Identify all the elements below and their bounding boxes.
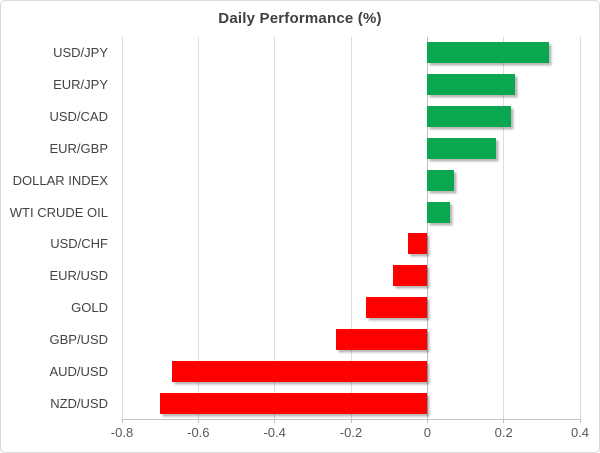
bar-nzd-usd xyxy=(160,392,428,414)
bar-eur-jpy xyxy=(427,74,516,96)
category-label-eur-usd: EUR/USD xyxy=(49,268,108,284)
axis-tick xyxy=(426,419,428,423)
category-label-dollar-index: DOLLAR INDEX xyxy=(12,172,108,188)
axis-tick xyxy=(579,419,581,423)
bar-aud-usd xyxy=(171,360,428,382)
bar-usd-cad xyxy=(427,106,512,128)
axis-tick xyxy=(121,419,123,423)
axis-tick xyxy=(197,419,199,423)
category-label-nzd-usd: NZD/USD xyxy=(50,395,108,411)
category-label-usd-chf: USD/CHF xyxy=(50,236,108,252)
x-tick-label: 0.2 xyxy=(494,425,513,440)
category-label-aud-usd: AUD/USD xyxy=(49,363,108,379)
bar-usd-jpy xyxy=(427,42,550,64)
axis-tick xyxy=(350,419,352,423)
gridline xyxy=(197,37,199,419)
category-label-wti-crude-oil: WTI CRUDE OIL xyxy=(9,204,108,220)
bar-wti-crude-oil xyxy=(427,201,451,223)
category-label-eur-gbp: EUR/GBP xyxy=(49,140,108,156)
x-tick-label: 0 xyxy=(423,425,431,440)
gridline xyxy=(350,37,352,419)
x-tick-label: -0.8 xyxy=(110,425,134,440)
category-label-usd-jpy: USD/JPY xyxy=(53,45,108,61)
bar-dollar-index xyxy=(427,169,455,191)
axis-tick xyxy=(503,419,505,423)
zero-axis-line xyxy=(426,37,428,419)
value-axis: -0.8 -0.6 -0.4 -0.2 0 0.2 0.4 xyxy=(1,425,599,443)
bar-eur-usd xyxy=(392,265,428,287)
x-tick-label: -0.6 xyxy=(187,425,210,440)
bar-gbp-usd xyxy=(335,328,428,350)
category-axis: USD/JPY EUR/JPY USD/CAD EUR/GBP DOLLAR INDEX… xyxy=(1,37,108,419)
bar-gold xyxy=(366,297,428,319)
bar-eur-gbp xyxy=(427,137,497,159)
gridline xyxy=(274,37,276,419)
bar-usd-chf xyxy=(408,233,428,255)
x-tick-label: -0.4 xyxy=(263,425,286,440)
x-tick-label: -0.2 xyxy=(339,425,363,440)
chart-title: Daily Performance (%) xyxy=(218,10,382,27)
plot-area xyxy=(121,37,581,423)
x-tick-label: 0.4 xyxy=(570,425,590,440)
gridline xyxy=(579,37,581,419)
category-label-usd-cad: USD/CAD xyxy=(49,109,108,125)
category-label-gbp-usd: GBP/USD xyxy=(49,331,108,347)
axis-tick xyxy=(274,419,276,423)
gridline xyxy=(503,37,505,419)
category-label-eur-jpy: EUR/JPY xyxy=(53,77,108,93)
category-label-gold: GOLD xyxy=(71,300,108,316)
gridline xyxy=(121,37,123,419)
